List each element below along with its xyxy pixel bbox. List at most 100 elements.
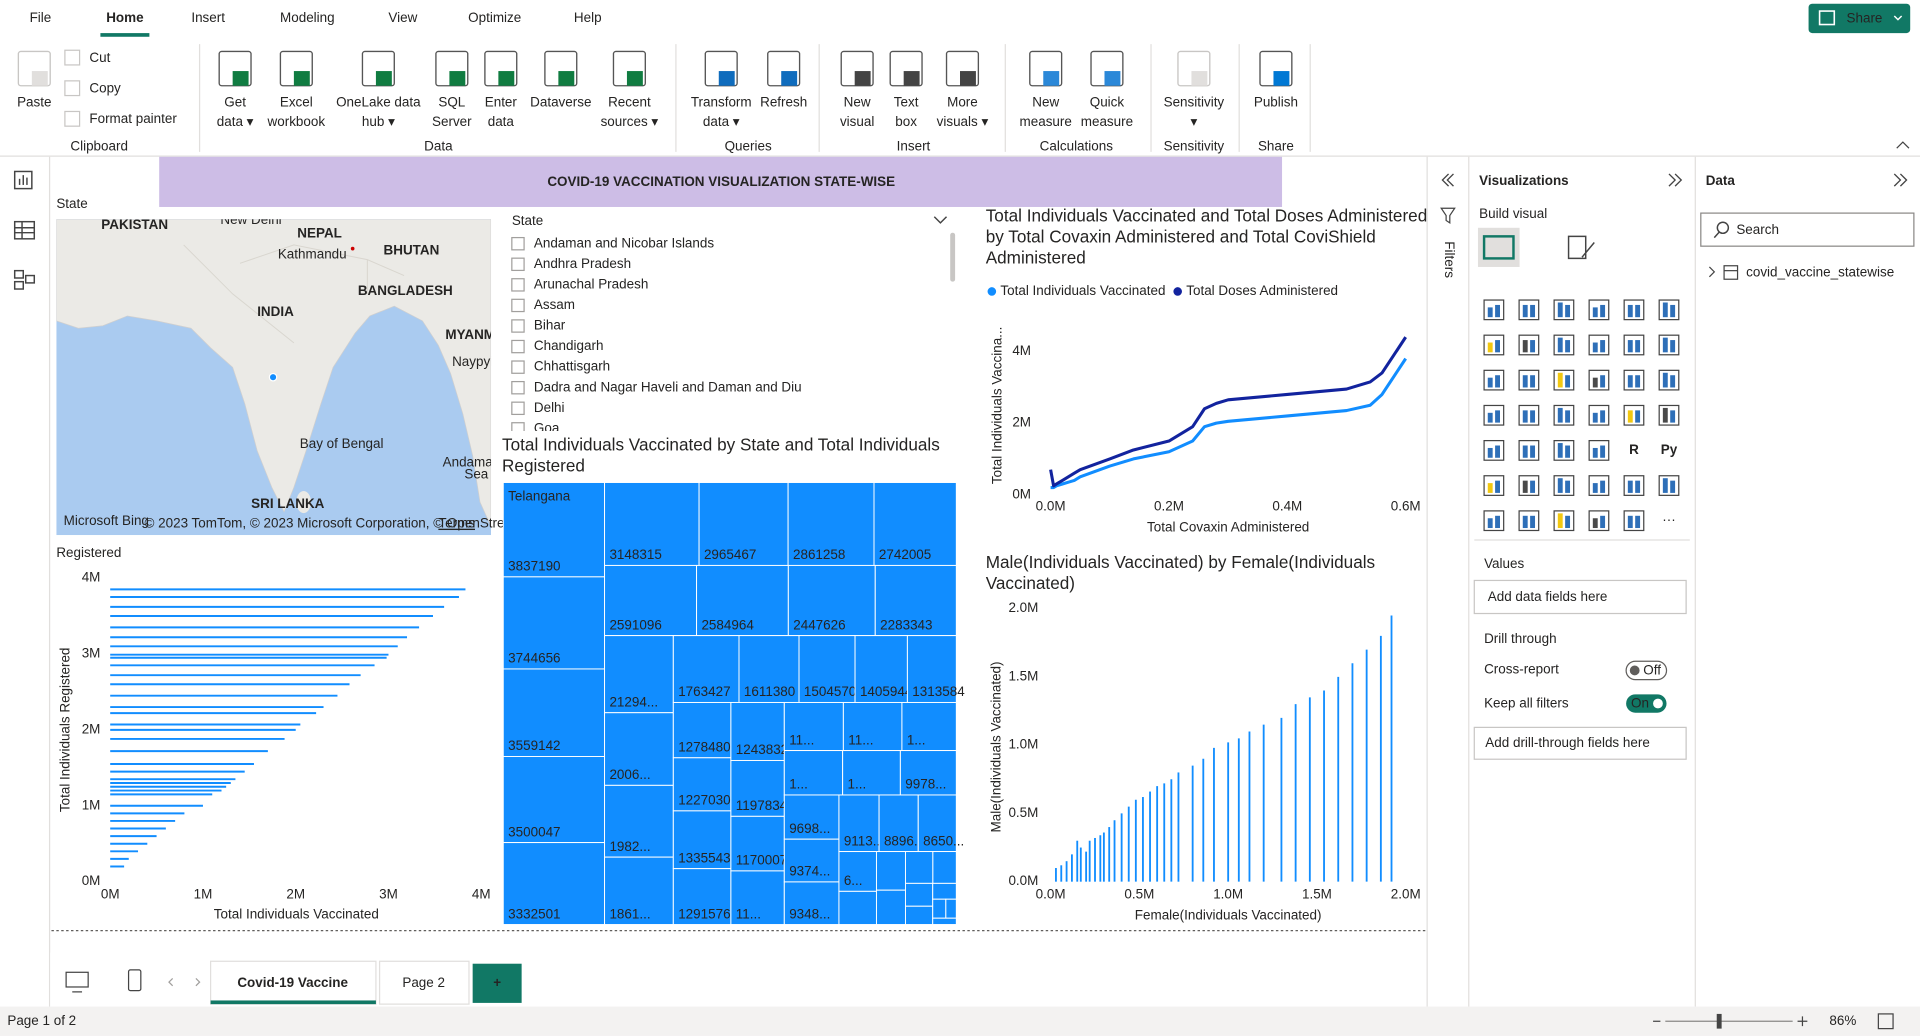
menu-tab[interactable]: Modeling xyxy=(280,10,335,25)
filters-label[interactable]: Filters xyxy=(1442,241,1457,278)
slicer-checkbox[interactable] xyxy=(511,278,525,292)
visual-icon[interactable] xyxy=(1518,334,1540,356)
slicer-checkbox[interactable] xyxy=(511,380,525,395)
visual-icon[interactable] xyxy=(1658,334,1680,356)
visual-icon[interactable] xyxy=(1588,404,1610,426)
zoom-plus[interactable] xyxy=(1797,1016,1808,1027)
y-tick-label: 1M xyxy=(82,797,101,812)
visual-icon[interactable] xyxy=(1623,334,1645,356)
zoom-thumb[interactable] xyxy=(1716,1013,1722,1029)
visual-icon[interactable] xyxy=(1658,404,1680,426)
menu-tab[interactable]: View xyxy=(388,10,417,25)
visual-icon[interactable] xyxy=(1518,439,1540,461)
slicer-checkbox[interactable] xyxy=(511,236,525,251)
visual-icon[interactable] xyxy=(1588,475,1610,496)
pane-expand[interactable] xyxy=(1668,173,1683,187)
visual-icon[interactable] xyxy=(1553,299,1575,321)
visual-icon[interactable]: ··· xyxy=(1662,512,1675,527)
visual-icon[interactable] xyxy=(1553,510,1575,532)
visual-icon[interactable] xyxy=(1518,510,1540,532)
pane-expand[interactable] xyxy=(1893,173,1908,187)
visual-icon[interactable] xyxy=(1588,510,1610,532)
format-visual-icon[interactable] xyxy=(1567,235,1595,260)
slicer-checkbox[interactable] xyxy=(511,298,525,313)
toggle-text: On xyxy=(1631,696,1649,711)
menu-tab[interactable]: Optimize xyxy=(468,10,521,25)
page-tab[interactable] xyxy=(210,960,377,1005)
page-tab[interactable] xyxy=(378,960,470,1005)
menu-tab[interactable]: Insert xyxy=(191,10,225,25)
visual-icon[interactable] xyxy=(1588,369,1610,391)
ribbon-icon-accent xyxy=(232,71,249,86)
visual-icon[interactable] xyxy=(1483,299,1505,321)
visual-icon[interactable] xyxy=(1623,299,1645,321)
visual-icon[interactable] xyxy=(1658,299,1680,321)
visual-icon[interactable] xyxy=(1483,475,1505,496)
slicer-chevron[interactable] xyxy=(933,216,948,224)
visual-icon[interactable] xyxy=(1518,299,1540,321)
table-name[interactable]: covid_vaccine_statewise xyxy=(1746,265,1894,280)
ribbon-button-label: Excel xyxy=(280,94,313,109)
slicer-checkbox[interactable] xyxy=(511,422,525,435)
filters-collapse[interactable] xyxy=(1441,173,1454,187)
map-label: SRI LANKA xyxy=(251,496,325,511)
report-view-icon[interactable] xyxy=(13,170,33,190)
x-axis-title: Total Covaxin Administered xyxy=(1147,519,1309,534)
treemap-value: 2965467 xyxy=(704,547,756,562)
visual-icon[interactable] xyxy=(1553,369,1575,391)
visual-icon[interactable] xyxy=(1553,439,1575,461)
fit-page-icon[interactable] xyxy=(1877,1013,1894,1030)
table-view-icon[interactable] xyxy=(13,220,36,240)
model-view-icon[interactable] xyxy=(13,269,24,279)
slicer-checkbox[interactable] xyxy=(511,319,525,333)
visual-icon[interactable] xyxy=(1623,369,1645,391)
visual-icon[interactable] xyxy=(1483,404,1505,426)
slicer-checkbox[interactable] xyxy=(511,360,525,374)
map-title: State xyxy=(56,196,87,211)
page-scroll[interactable] xyxy=(168,977,201,987)
visual-icon[interactable] xyxy=(1483,369,1505,391)
visual-icon[interactable] xyxy=(1623,510,1645,532)
slicer-checkbox[interactable] xyxy=(511,257,525,272)
menu-tab[interactable]: File xyxy=(30,10,52,25)
slicer-checkbox[interactable] xyxy=(511,401,525,416)
mobile-view-icon[interactable] xyxy=(127,969,142,992)
add-page-button[interactable] xyxy=(472,963,522,1003)
field-well[interactable] xyxy=(1473,579,1687,615)
visual-icon[interactable] xyxy=(1588,299,1610,321)
visual-icon-accent xyxy=(1557,407,1563,423)
visual-icon[interactable]: R xyxy=(1629,442,1639,457)
visual-icon[interactable] xyxy=(1483,510,1505,532)
visual-icon[interactable] xyxy=(1658,475,1680,496)
ribbon-group-label: Calculations xyxy=(1040,139,1114,154)
visual-icon[interactable] xyxy=(1658,369,1680,391)
chart-title: Male(Individuals Vaccinated) by Female(I… xyxy=(985,552,1376,593)
desktop-view-icon[interactable] xyxy=(65,971,89,988)
y-tick-label: 3M xyxy=(82,645,101,660)
map-bubble[interactable] xyxy=(268,372,278,382)
visual-icon[interactable] xyxy=(1588,334,1610,356)
x-tick-label: 3M xyxy=(379,887,398,902)
visual-icon[interactable] xyxy=(1623,475,1645,496)
menu-tab[interactable]: Help xyxy=(574,10,602,25)
x-tick-label: 0M xyxy=(101,887,120,902)
menu-tab[interactable]: Home xyxy=(106,10,144,25)
visual-icon[interactable] xyxy=(1588,439,1610,461)
visual-icon[interactable] xyxy=(1623,404,1645,426)
map-labels: PAKISTAN New Delhi NEPAL Kathmandu BHUTAN BAN… xyxy=(101,219,491,511)
visual-icon-accent xyxy=(1522,445,1528,458)
tree-chevron[interactable] xyxy=(1708,266,1716,278)
visual-icon[interactable] xyxy=(1483,439,1505,461)
visual-icon[interactable] xyxy=(1518,404,1540,426)
visual-icon[interactable] xyxy=(1518,369,1540,391)
slicer-checkbox[interactable] xyxy=(511,339,525,354)
visual-icon[interactable] xyxy=(1553,404,1575,426)
search-box[interactable] xyxy=(1700,212,1915,247)
visual-icon[interactable] xyxy=(1553,334,1575,356)
treemap-value: 9113... xyxy=(844,833,884,848)
field-well[interactable] xyxy=(1473,726,1687,760)
visual-icon[interactable] xyxy=(1483,334,1505,356)
visual-icon[interactable]: Py xyxy=(1661,442,1678,457)
visual-icon[interactable] xyxy=(1553,475,1575,496)
visual-icon[interactable] xyxy=(1518,475,1540,496)
